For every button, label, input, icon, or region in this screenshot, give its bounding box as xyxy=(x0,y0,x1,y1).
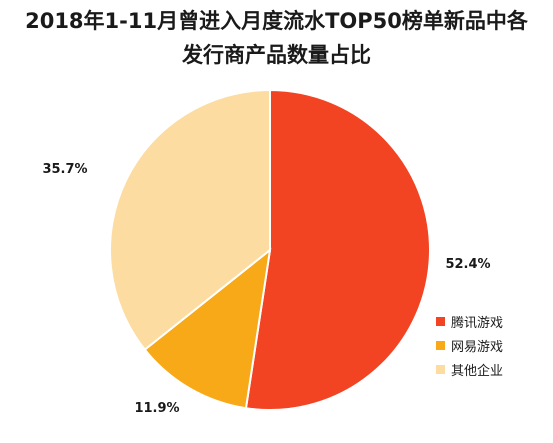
legend-swatch-1 xyxy=(436,316,445,326)
slice-label-1: 52.4% xyxy=(445,257,490,272)
legend-label-3: 其他企业 xyxy=(451,363,504,379)
legend-item-1: 腾讯游戏 xyxy=(436,309,503,333)
pie-slice-1 xyxy=(244,88,431,411)
legend-label-1: 腾讯游戏 xyxy=(451,315,504,331)
slice-label-2: 11.9% xyxy=(134,401,179,416)
pie-slice-2 xyxy=(143,247,272,410)
chart-title-line-1: 2018年1-11月曾进入月度流水TOP50榜单新品中各 xyxy=(25,9,528,33)
chart-legend: 腾讯游戏网易游戏其他企业 xyxy=(436,309,503,381)
legend-label-2: 网易游戏 xyxy=(451,339,504,355)
chart-title: 2018年1-11月曾进入月度流水TOP50榜单新品中各 发行商产品数量占比 xyxy=(0,4,553,72)
legend-swatch-3 xyxy=(436,364,445,374)
slice-label-3: 35.7% xyxy=(42,162,87,177)
pie-slice-3 xyxy=(109,88,271,352)
legend-swatch-2 xyxy=(436,340,445,350)
chart-title-line-2: 发行商产品数量占比 xyxy=(182,43,371,67)
legend-item-3: 其他企业 xyxy=(436,357,503,381)
legend-item-2: 网易游戏 xyxy=(436,333,503,357)
